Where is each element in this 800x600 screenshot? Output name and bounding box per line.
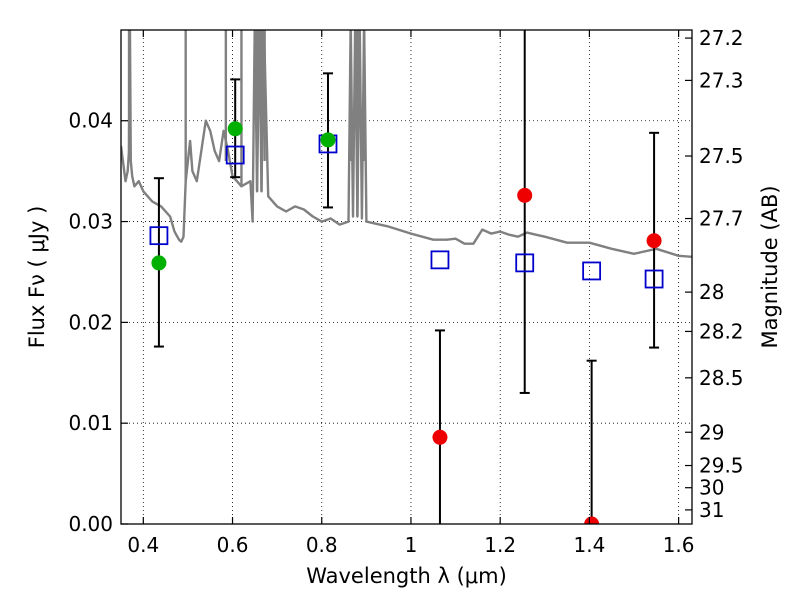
x-axis-label: Wavelength λ (μm) (306, 564, 507, 588)
detected-point (320, 132, 336, 148)
y2-tick-label: 28.5 (699, 366, 744, 390)
model-photometry-square (149, 226, 169, 246)
detected-point (227, 121, 243, 137)
undetected-point (432, 429, 448, 445)
model-photometry-square (644, 269, 664, 289)
x-tick-label: 1.4 (573, 533, 605, 557)
model-photometry-square (430, 250, 450, 270)
detected-point (151, 255, 167, 271)
y-tick-label: 0.01 (68, 411, 113, 435)
y-tick-label: 0.04 (68, 109, 113, 133)
plot-area (121, 30, 692, 524)
y2-axis-label: Magnitude (AB) (758, 185, 782, 348)
x-tick-label: 1 (405, 533, 418, 557)
y2-tick-label: 27.5 (699, 144, 744, 168)
y2-tick-label: 28.2 (699, 319, 744, 343)
x-tick-label: 0.6 (217, 533, 249, 557)
model-photometry-square (515, 253, 535, 273)
y2-tick-label: 28 (699, 280, 724, 304)
y2-tick-label: 30 (699, 476, 724, 500)
x-tick-label: 1.6 (663, 533, 695, 557)
undetected-point (517, 187, 533, 203)
y-tick-label: 0.02 (68, 310, 113, 334)
x-tick-label: 1.2 (484, 533, 516, 557)
model-photometry-square (582, 261, 602, 281)
y-tick-label: 0.00 (68, 512, 113, 536)
model-photometry-square (225, 145, 245, 165)
axis-ticks: 0.4 0.6 0.8 1 1.2 1.4 1.6 0.00 0.01 0.02 0.03 0.04 2… (68, 26, 743, 557)
undetected-point (584, 516, 600, 524)
model-spectrum-line (121, 30, 692, 258)
y2-tick-label: 27.7 (699, 207, 744, 231)
undetected-point (646, 233, 662, 249)
y2-tick-label: 29 (699, 420, 724, 444)
y-axis-label: Flux Fν ( μJy ) (25, 206, 49, 349)
plot-frame (120, 29, 693, 525)
x-tick-label: 0.8 (306, 533, 338, 557)
y2-tick-label: 27.3 (699, 68, 744, 92)
grid-lines (121, 30, 692, 525)
x-tick-label: 0.4 (127, 533, 159, 557)
y2-tick-label: 27.2 (699, 26, 744, 50)
y2-tick-label: 31 (699, 498, 724, 522)
y-tick-label: 0.03 (68, 210, 113, 234)
y2-tick-label: 29.5 (699, 454, 744, 478)
